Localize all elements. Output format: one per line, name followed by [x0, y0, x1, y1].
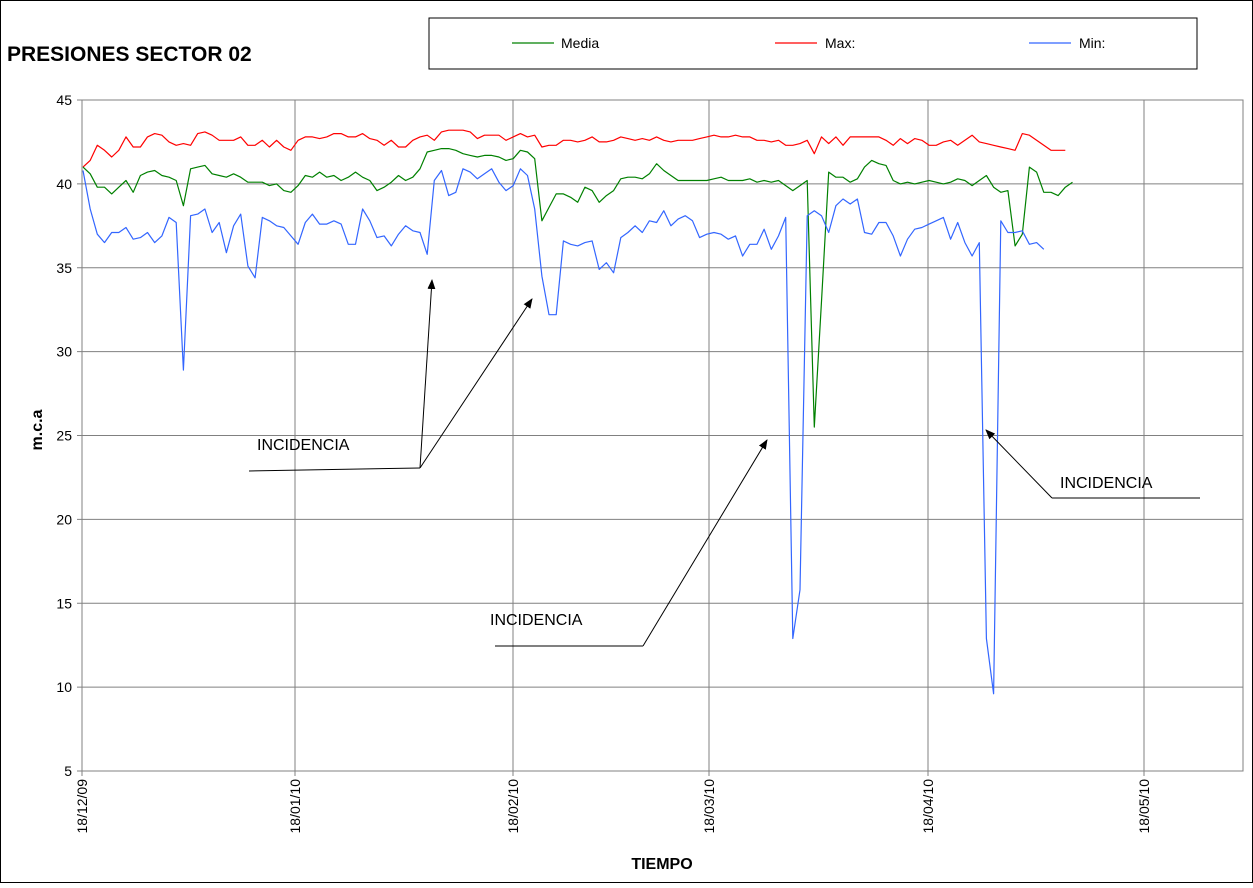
annotation-1-label: INCIDENCIA — [257, 437, 350, 454]
x-tick-label: 18/12/09 — [74, 779, 90, 834]
annotation-2: INCIDENCIA — [490, 439, 768, 647]
y-tick-label: 25 — [56, 428, 72, 444]
vertical-gridlines — [81, 100, 1145, 776]
annotation-1: INCIDENCIA — [248, 279, 533, 472]
annotation-3-arrow — [985, 429, 1053, 499]
annotation-1-arrow-b — [419, 298, 533, 469]
series-line-media — [82, 148, 1073, 428]
annotation-1-underline — [248, 467, 421, 472]
y-tick-label: 35 — [56, 260, 72, 276]
y-tick-label: 30 — [56, 344, 72, 360]
annotation-1-arrow-a — [419, 279, 436, 469]
x-tick-label: 18/04/10 — [920, 779, 936, 834]
series-line-min — [82, 168, 1045, 695]
y-tick-label: 20 — [56, 511, 72, 527]
x-tick-label: 18/05/10 — [1136, 779, 1152, 834]
annotation-3-label: INCIDENCIA — [1060, 475, 1153, 492]
legend-label-media: Media — [561, 35, 599, 51]
y-tick-label: 45 — [56, 92, 72, 108]
chart-title: PRESIONES SECTOR 02 — [7, 43, 252, 66]
y-tick-label: 5 — [64, 763, 72, 779]
annotation-2-arrow — [642, 439, 768, 647]
horizontal-gridlines — [77, 99, 1243, 772]
y-tick-label: 15 — [56, 595, 72, 611]
y-tick-label: 10 — [56, 679, 72, 695]
x-tick-label: 18/02/10 — [505, 779, 521, 834]
y-tick-label: 40 — [56, 176, 72, 192]
x-tick-label: 18/03/10 — [701, 779, 717, 834]
x-tick-labels: 18/12/09 18/01/10 18/02/10 18/03/10 18/04/10… — [74, 779, 1152, 834]
series-line-max — [82, 129, 1066, 168]
legend-label-max: Max: — [825, 35, 855, 51]
legend: Media Max: Min: — [428, 17, 1198, 70]
series-lines — [82, 129, 1073, 695]
x-axis-title: TIEMPO — [631, 856, 692, 873]
annotation-2-label: INCIDENCIA — [490, 612, 583, 629]
legend-label-min: Min: — [1079, 35, 1105, 51]
y-axis-title: m.c.a — [29, 409, 46, 450]
x-tick-label: 18/01/10 — [287, 779, 303, 834]
annotation-3: INCIDENCIA — [985, 429, 1200, 499]
y-tick-labels: 5 10 15 20 25 30 35 40 45 — [56, 92, 72, 779]
